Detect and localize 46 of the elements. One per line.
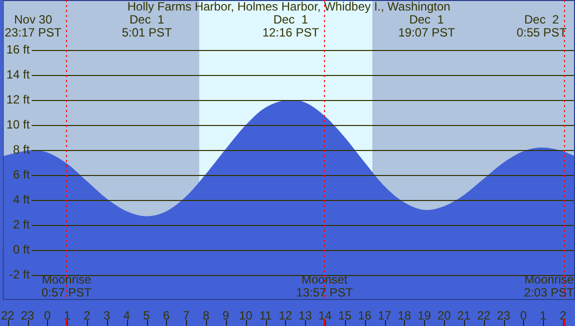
x-tick-label: 13	[298, 308, 312, 323]
x-tick-label: 23	[20, 308, 35, 323]
x-tick-label: 0	[520, 308, 528, 323]
y-tick-label: -2 ft	[9, 267, 30, 282]
ref-line-label: Moonrise 0:57 PST	[41, 272, 92, 300]
y-tick-label: 10 ft	[6, 117, 30, 132]
annotation: Dec 2 0:55 PST	[516, 12, 568, 40]
y-tick-label: 6 ft	[13, 167, 30, 182]
x-tick-label: 22	[0, 308, 15, 323]
x-tick-label: 10	[239, 308, 253, 323]
annotation: Nov 30 23:17 PST	[4, 12, 62, 40]
x-tick-label: 20	[437, 308, 452, 323]
y-tick-label: 16 ft	[6, 42, 30, 56]
x-tick-label: 7	[182, 308, 190, 323]
x-tick-label: 22	[477, 308, 491, 323]
x-tick-label: 16	[358, 308, 372, 323]
chart-title: Holly Farms Harbor, Holmes Harbor, Whidbey I., Washington	[127, 0, 450, 14]
x-tick-label: 19	[418, 308, 432, 323]
y-tick-label: 12 ft	[6, 92, 30, 106]
x-tick-label: 12	[278, 308, 292, 323]
x-tick-label: 18	[398, 308, 412, 323]
annotation: Dec 1 19:07 PST	[398, 12, 456, 40]
x-tick-label: 3	[104, 308, 111, 323]
x-tick-label: 8	[202, 308, 210, 323]
annotation: Dec 1 12:16 PST	[262, 12, 320, 40]
y-tick-label: 2 ft	[13, 217, 30, 232]
annotation: Dec 1 5:01 PST	[122, 12, 173, 40]
x-tick-label: 23	[496, 308, 511, 323]
x-tick-label: 15	[338, 308, 352, 323]
x-tick-label: 11	[259, 308, 272, 323]
x-tick-label: 1	[540, 308, 547, 323]
x-tick-label: 9	[222, 308, 230, 323]
x-tick-label: 17	[378, 308, 392, 323]
x-tick-label: 2	[84, 308, 91, 323]
y-tick-label: 0 ft	[13, 242, 30, 256]
x-tick-label: 21	[457, 308, 471, 323]
y-tick-label: 8 ft	[13, 142, 30, 156]
x-tick-label: 14	[318, 308, 332, 323]
y-tick-label: 4 ft	[13, 192, 30, 206]
ref-line-label: Moonset 13:57 PST	[296, 272, 354, 300]
ref-line-label: Moonrise 2:03 PST	[524, 272, 575, 300]
y-tick-label: 14 ft	[6, 67, 30, 82]
x-tick-label: 6	[163, 308, 170, 323]
x-tick-label: 0	[44, 308, 52, 323]
x-tick-label: 4	[123, 308, 130, 323]
x-tick-label: 5	[143, 308, 150, 323]
